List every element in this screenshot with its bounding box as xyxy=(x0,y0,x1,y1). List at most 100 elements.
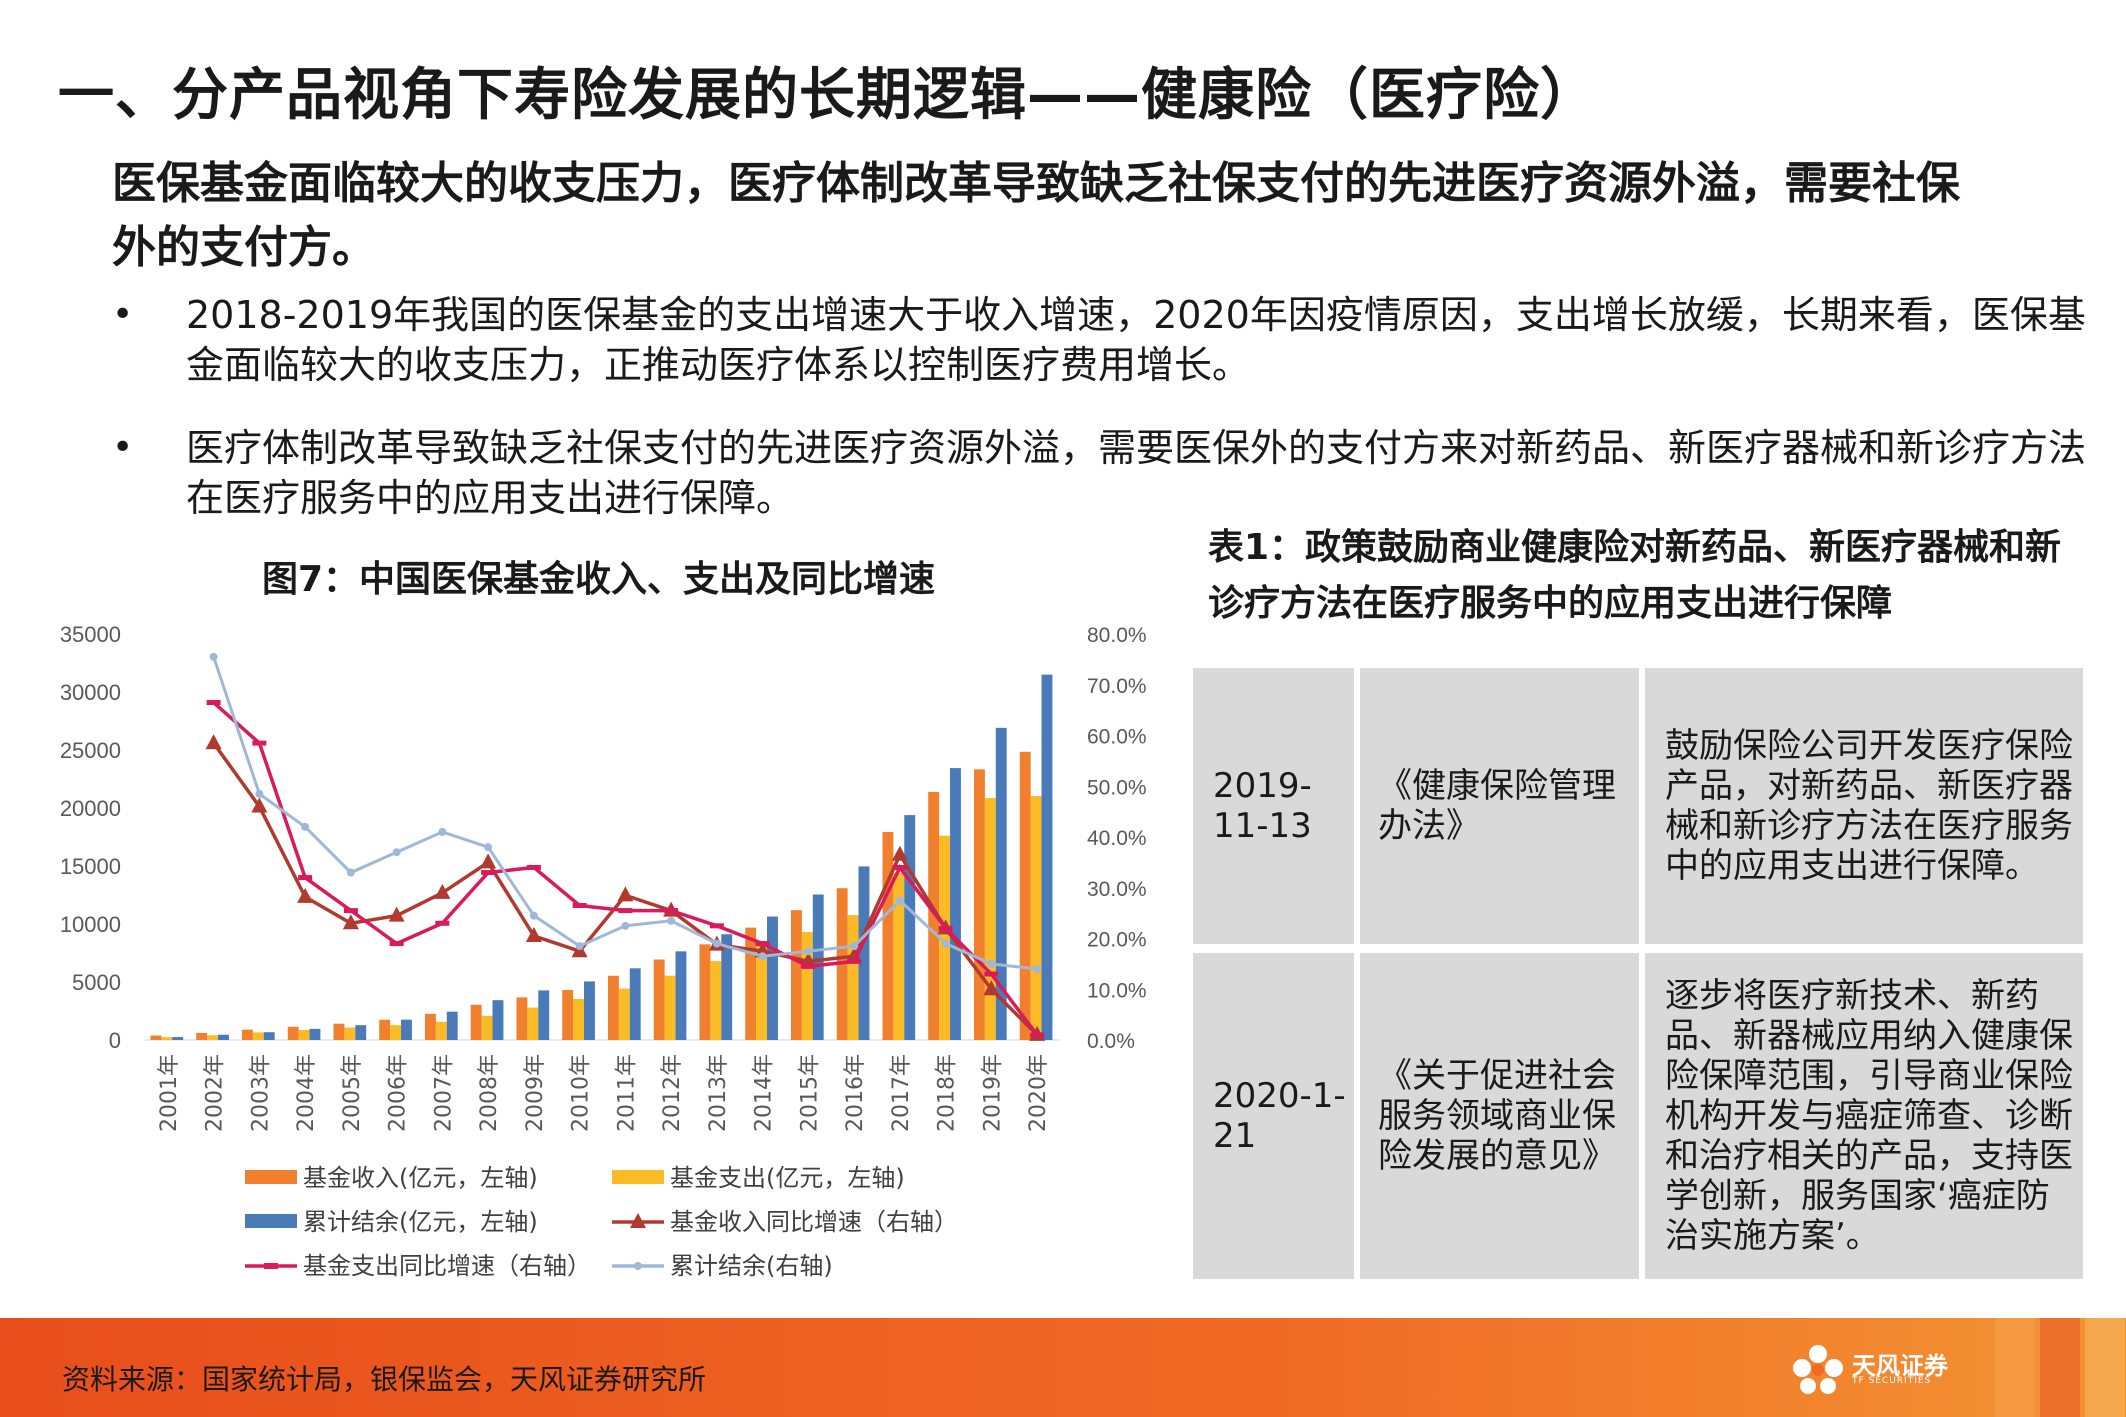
y-right-tick-label: 0.0% xyxy=(1087,1030,1135,1053)
legend-label: 基金收入(亿元，左轴) xyxy=(303,1164,538,1192)
bullet-marker: • xyxy=(112,427,134,468)
x-tick-label: 2009年 xyxy=(523,1054,548,1132)
bar-income xyxy=(928,791,940,1040)
bar-expense xyxy=(252,1032,264,1040)
x-tick-label: 2012年 xyxy=(660,1054,685,1132)
y-left-tick-label: 0 xyxy=(109,1028,121,1053)
bar-expense xyxy=(573,998,585,1040)
point-expense-growth xyxy=(481,870,496,876)
bar-balance xyxy=(629,968,641,1040)
point-income-growth xyxy=(983,980,1000,996)
point-income-growth xyxy=(846,947,863,963)
point-expense-growth xyxy=(984,971,999,977)
point-income-growth xyxy=(891,845,908,861)
bar-income xyxy=(470,1004,482,1040)
y-left-tick-label: 20000 xyxy=(60,796,121,821)
bar-expense xyxy=(710,961,722,1040)
point-balance-growth xyxy=(575,942,584,951)
bar-expense xyxy=(1030,796,1042,1040)
point-balance-growth xyxy=(987,959,996,968)
point-expense-growth xyxy=(709,923,724,929)
point-balance-growth xyxy=(712,939,721,948)
point-expense-growth xyxy=(572,903,587,909)
table-row: 2019-11-13 《健康保险管理办法》 鼓励保险公司开发医疗保险产品，对新药… xyxy=(1193,668,2083,944)
bar-expense xyxy=(390,1025,402,1040)
bar-balance xyxy=(538,990,550,1040)
legend-label: 基金收入同比增速（右轴） xyxy=(670,1208,958,1236)
chart-title: 图7：中国医保基金收入、支出及同比增速 xyxy=(262,559,936,600)
y-left-tick-label: 35000 xyxy=(60,622,121,647)
point-balance-growth xyxy=(850,942,859,951)
y-right-tick-label: 80.0% xyxy=(1087,624,1147,647)
bar-income xyxy=(379,1019,391,1040)
point-balance-growth xyxy=(941,939,950,948)
policy-document: 《关于促进社会服务领域商业保险发展的意见》 xyxy=(1360,953,1639,1279)
bar-income xyxy=(516,997,528,1040)
point-expense-growth xyxy=(252,740,267,746)
bar-expense xyxy=(756,945,768,1040)
point-expense-growth xyxy=(938,925,953,931)
tf-securities-logo: 天风证券 TF SECURITIES xyxy=(1790,1340,1950,1400)
bar-income xyxy=(699,944,711,1040)
bar-income xyxy=(653,959,665,1040)
source-note: 资料来源：国家统计局，银保监会，天风证券研究所 xyxy=(62,1363,707,1396)
x-tick-label: 2020年 xyxy=(1026,1054,1051,1132)
bar-income xyxy=(196,1032,208,1040)
medical-insurance-fund-chart: 35000 30000 25000 20000 15000 10000 5000 0 80.0%… xyxy=(60,622,1147,1280)
y-right-tick-label: 60.0% xyxy=(1087,726,1147,749)
bullet-marker: • xyxy=(112,294,134,335)
bar-income xyxy=(607,975,619,1040)
legend-label: 基金支出(亿元，左轴) xyxy=(670,1164,905,1192)
bar-expense xyxy=(207,1035,219,1040)
bar-income xyxy=(973,769,985,1040)
bar-balance xyxy=(767,916,778,1040)
bar-expense xyxy=(893,872,905,1040)
point-income-growth xyxy=(388,906,405,922)
policy-content: 逐步将医疗新技术、新药品、新器械应用纳入健康保险保障范围，引导商业保险机构开发与… xyxy=(1645,953,2083,1279)
x-tick-label: 2013年 xyxy=(706,1054,731,1132)
bar-balance xyxy=(675,951,687,1040)
point-balance-growth xyxy=(255,789,264,798)
y-left-tick-label: 15000 xyxy=(60,854,121,879)
bar-balance xyxy=(401,1019,412,1040)
point-expense-growth xyxy=(801,963,816,969)
legend-swatch xyxy=(612,1170,664,1184)
point-income-growth xyxy=(617,886,634,902)
y-right-tick-label: 20.0% xyxy=(1087,929,1147,952)
x-tick-label: 2007年 xyxy=(431,1054,456,1132)
x-tick-label: 2005年 xyxy=(340,1054,365,1132)
point-balance-growth xyxy=(209,652,218,661)
bar-balance xyxy=(584,981,595,1040)
decor-block xyxy=(2085,1318,2125,1417)
point-income-growth xyxy=(754,942,771,958)
x-tick-label: 2016年 xyxy=(843,1054,868,1132)
y-left-tick-label: 30000 xyxy=(60,680,121,705)
page-title: 一、分产品视角下寿险发展的长期逻辑——健康险（医疗险） xyxy=(58,63,1597,128)
bar-balance xyxy=(263,1032,275,1040)
bar-balance xyxy=(950,768,961,1040)
policy-document: 《健康保险管理办法》 xyxy=(1360,668,1639,944)
bar-expense xyxy=(344,1027,356,1040)
footer-bar: 资料来源：国家统计局，银保监会，天风证券研究所 天风证券 TF SECURITI… xyxy=(0,1318,2126,1417)
flower-icon xyxy=(1793,1345,1843,1394)
bar-balance xyxy=(812,894,824,1040)
bar-income xyxy=(790,910,802,1040)
point-balance-growth xyxy=(392,848,401,857)
x-tick-label: 2011年 xyxy=(614,1054,639,1132)
point-expense-growth xyxy=(664,908,679,914)
x-tick-label: 2019年 xyxy=(980,1054,1005,1132)
point-balance-growth xyxy=(895,896,904,905)
y-left-tick-label: 10000 xyxy=(60,912,121,937)
x-tick-label: 2010年 xyxy=(569,1054,594,1132)
y-left-tick-label: 25000 xyxy=(60,738,121,763)
policy-date: 2020-1-21 xyxy=(1193,953,1354,1279)
bullet-text: 医疗体制改革导致缺乏社保支付的先进医疗资源外溢，需要医保外的支付方来对新药品、新… xyxy=(186,426,2087,520)
point-income-growth xyxy=(251,797,268,813)
bar-balance xyxy=(172,1037,184,1040)
legend-marker xyxy=(630,1213,646,1228)
bar-expense xyxy=(161,1037,173,1040)
bar-income xyxy=(562,990,574,1040)
logo-subtext: TF SECURITIES xyxy=(1852,1376,1932,1386)
y-right-tick-label: 10.0% xyxy=(1087,979,1147,1002)
point-balance-growth xyxy=(301,822,310,831)
